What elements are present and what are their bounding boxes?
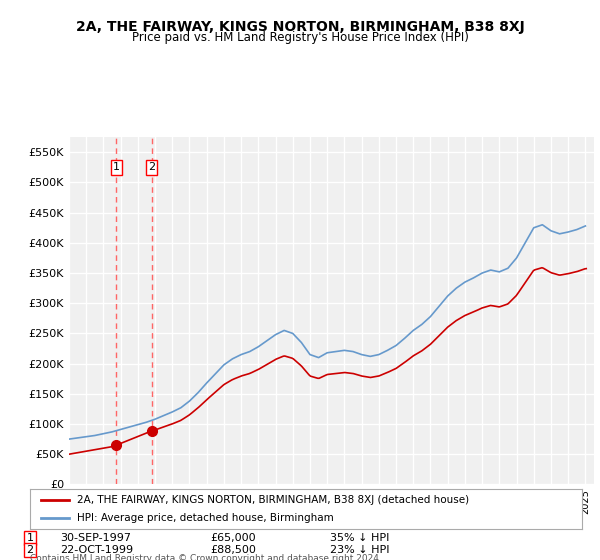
Text: £65,000: £65,000	[210, 533, 256, 543]
Text: HPI: Average price, detached house, Birmingham: HPI: Average price, detached house, Birm…	[77, 513, 334, 523]
Text: Contains HM Land Registry data © Crown copyright and database right 2024.
This d: Contains HM Land Registry data © Crown c…	[30, 554, 382, 560]
Text: 30-SEP-1997: 30-SEP-1997	[60, 533, 131, 543]
Text: 35% ↓ HPI: 35% ↓ HPI	[330, 533, 389, 543]
Text: 2A, THE FAIRWAY, KINGS NORTON, BIRMINGHAM, B38 8XJ (detached house): 2A, THE FAIRWAY, KINGS NORTON, BIRMINGHA…	[77, 495, 469, 505]
Text: 22-OCT-1999: 22-OCT-1999	[60, 545, 133, 555]
Text: 1: 1	[26, 533, 34, 543]
Text: 1: 1	[113, 162, 120, 172]
Text: 23% ↓ HPI: 23% ↓ HPI	[330, 545, 389, 555]
Text: 2: 2	[148, 162, 155, 172]
Text: 2A, THE FAIRWAY, KINGS NORTON, BIRMINGHAM, B38 8XJ: 2A, THE FAIRWAY, KINGS NORTON, BIRMINGHA…	[76, 20, 524, 34]
Text: Price paid vs. HM Land Registry's House Price Index (HPI): Price paid vs. HM Land Registry's House …	[131, 31, 469, 44]
Text: 2: 2	[26, 545, 34, 555]
Text: £88,500: £88,500	[210, 545, 256, 555]
